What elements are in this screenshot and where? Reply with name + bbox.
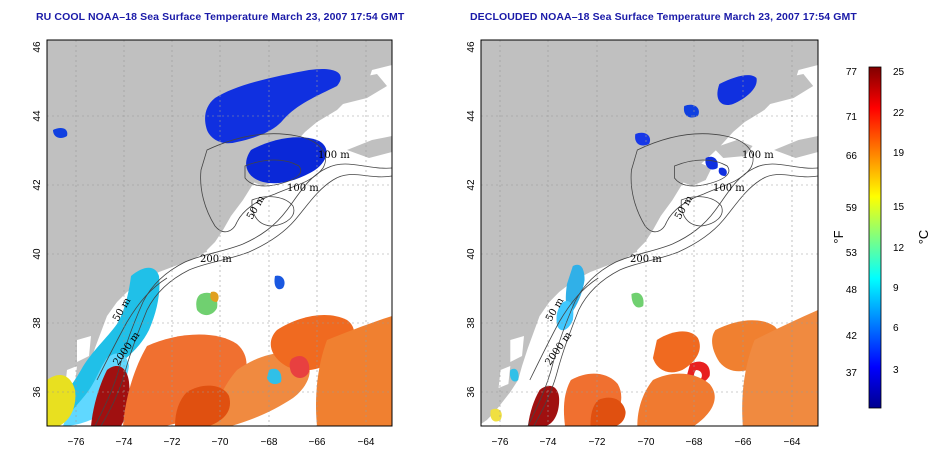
lon-tick-labels: −76 −74 −72 −70 −68 −66 −64 (68, 437, 375, 448)
lat-tick: 44 (466, 110, 477, 122)
lon-tick: −70 (638, 437, 655, 448)
f-tick: 71 (846, 112, 858, 123)
lat-tick: 46 (32, 41, 43, 53)
isobath-label: 200 m (200, 254, 232, 265)
lat-tick: 36 (32, 386, 43, 398)
c-tick: 25 (893, 67, 905, 78)
lon-tick-labels: −76 −74 −72 −70 −68 −66 −64 (492, 437, 801, 448)
panel-title-raw: RU COOL NOAA–18 Sea Surface Temperature … (36, 11, 405, 23)
lon-tick: −74 (116, 437, 133, 448)
lat-tick: 42 (32, 179, 43, 191)
celsius-ticks: 25 22 19 15 12 9 6 3 (893, 67, 905, 376)
lat-tick: 36 (466, 386, 477, 398)
panel-title-declouded: DECLOUDED NOAA–18 Sea Surface Temperatur… (470, 11, 857, 23)
lon-tick: −70 (212, 437, 229, 448)
lat-tick: 44 (32, 110, 43, 122)
lon-tick: −72 (164, 437, 181, 448)
lon-tick: −72 (589, 437, 606, 448)
lat-tick-labels: 36 38 40 42 44 46 (466, 41, 477, 398)
fahrenheit-label: °F (831, 230, 846, 243)
c-tick: 15 (893, 202, 905, 213)
f-tick: 37 (846, 368, 858, 379)
colorbar-gradient (868, 66, 882, 409)
map-panel-raw: 100 m 100 m 50 m 200 m 50 m 2000 m −76 −… (32, 39, 393, 448)
c-tick: 12 (893, 243, 905, 254)
f-tick: 77 (846, 67, 858, 78)
lat-tick: 38 (466, 317, 477, 329)
f-tick: 42 (846, 331, 858, 342)
isobath-label: 100 m (742, 150, 774, 161)
lat-tick: 38 (32, 317, 43, 329)
isobath-label: 200 m (630, 254, 662, 265)
grid-lines (481, 40, 818, 426)
grid-lines (47, 40, 392, 426)
map-frame (46, 39, 393, 427)
c-tick: 9 (893, 283, 899, 294)
lon-tick: −64 (784, 437, 801, 448)
isobath-label: 100 m (318, 150, 350, 161)
c-tick: 22 (893, 108, 905, 119)
celsius-label: °C (916, 230, 931, 245)
lat-tick: 40 (32, 248, 43, 260)
lon-tick: −66 (309, 437, 326, 448)
lon-tick: −76 (492, 437, 509, 448)
lat-tick: 42 (466, 179, 477, 191)
c-tick: 6 (893, 323, 899, 334)
f-tick: 66 (846, 151, 858, 162)
lon-tick: −64 (358, 437, 375, 448)
lon-tick: −66 (735, 437, 752, 448)
lat-tick: 46 (466, 41, 477, 53)
lon-tick: −68 (261, 437, 278, 448)
map-frame (480, 39, 819, 427)
fahrenheit-ticks: 77 71 66 59 53 48 42 37 (846, 67, 858, 379)
colorbar: 77 71 66 59 53 48 42 37 25 22 19 15 12 9… (831, 66, 931, 409)
lat-tick: 40 (466, 248, 477, 260)
lon-tick: −76 (68, 437, 85, 448)
lon-tick: −68 (686, 437, 703, 448)
isobath-label: 100 m (287, 183, 319, 194)
isobath-label: 100 m (713, 183, 745, 194)
c-tick: 19 (893, 148, 905, 159)
map-panel-declouded: 100 m 100 m 50 m 200 m 50 m 2000 m −76 −… (466, 39, 819, 448)
f-tick: 53 (846, 248, 858, 259)
lon-tick: −74 (540, 437, 557, 448)
c-tick: 3 (893, 365, 899, 376)
lat-tick-labels: 36 38 40 42 44 46 (32, 41, 43, 398)
f-tick: 59 (846, 203, 858, 214)
f-tick: 48 (846, 285, 858, 296)
